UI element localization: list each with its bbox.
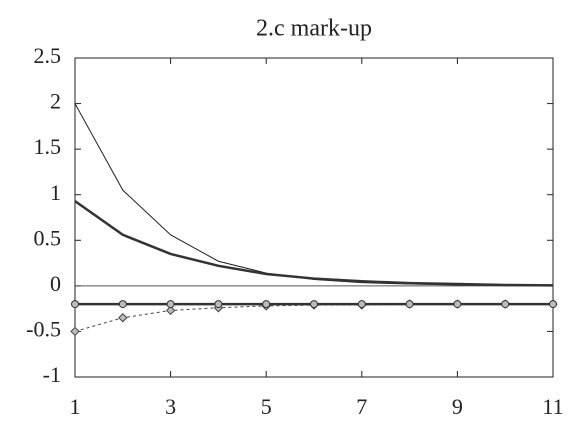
marker bbox=[405, 300, 414, 309]
marker bbox=[71, 300, 79, 309]
marker bbox=[453, 300, 462, 309]
plot-frame bbox=[74, 57, 554, 378]
marker bbox=[357, 300, 366, 309]
marker bbox=[118, 313, 128, 323]
x-tick-label: 3 bbox=[165, 394, 176, 419]
y-tick-label: 0 bbox=[50, 271, 61, 296]
x-tick-label: 7 bbox=[356, 394, 367, 419]
marker bbox=[165, 305, 176, 316]
series-line bbox=[74, 103, 554, 287]
x-tick-label: 5 bbox=[261, 394, 272, 419]
y-tick-label: 2.5 bbox=[34, 43, 62, 68]
marker bbox=[549, 300, 557, 309]
chart-title: 2.c mark-up bbox=[256, 16, 372, 42]
marker bbox=[70, 326, 80, 337]
marker bbox=[310, 300, 318, 309]
series-line bbox=[74, 200, 554, 287]
marker bbox=[262, 300, 271, 309]
x-tick-label: 9 bbox=[452, 394, 463, 419]
y-tick-label: -0.5 bbox=[26, 316, 61, 341]
y-tick-label: 0.5 bbox=[34, 225, 62, 250]
marker bbox=[166, 300, 175, 309]
x-tick-label: 11 bbox=[542, 394, 563, 419]
y-tick-label: 1.5 bbox=[34, 134, 62, 159]
marker bbox=[214, 300, 223, 309]
y-tick-label: 1 bbox=[50, 180, 61, 205]
x-tick-label: 1 bbox=[70, 394, 81, 419]
marker bbox=[501, 300, 510, 309]
y-tick-label: 2 bbox=[50, 89, 61, 114]
marker bbox=[118, 300, 127, 309]
y-tick-label: -1 bbox=[43, 362, 61, 387]
